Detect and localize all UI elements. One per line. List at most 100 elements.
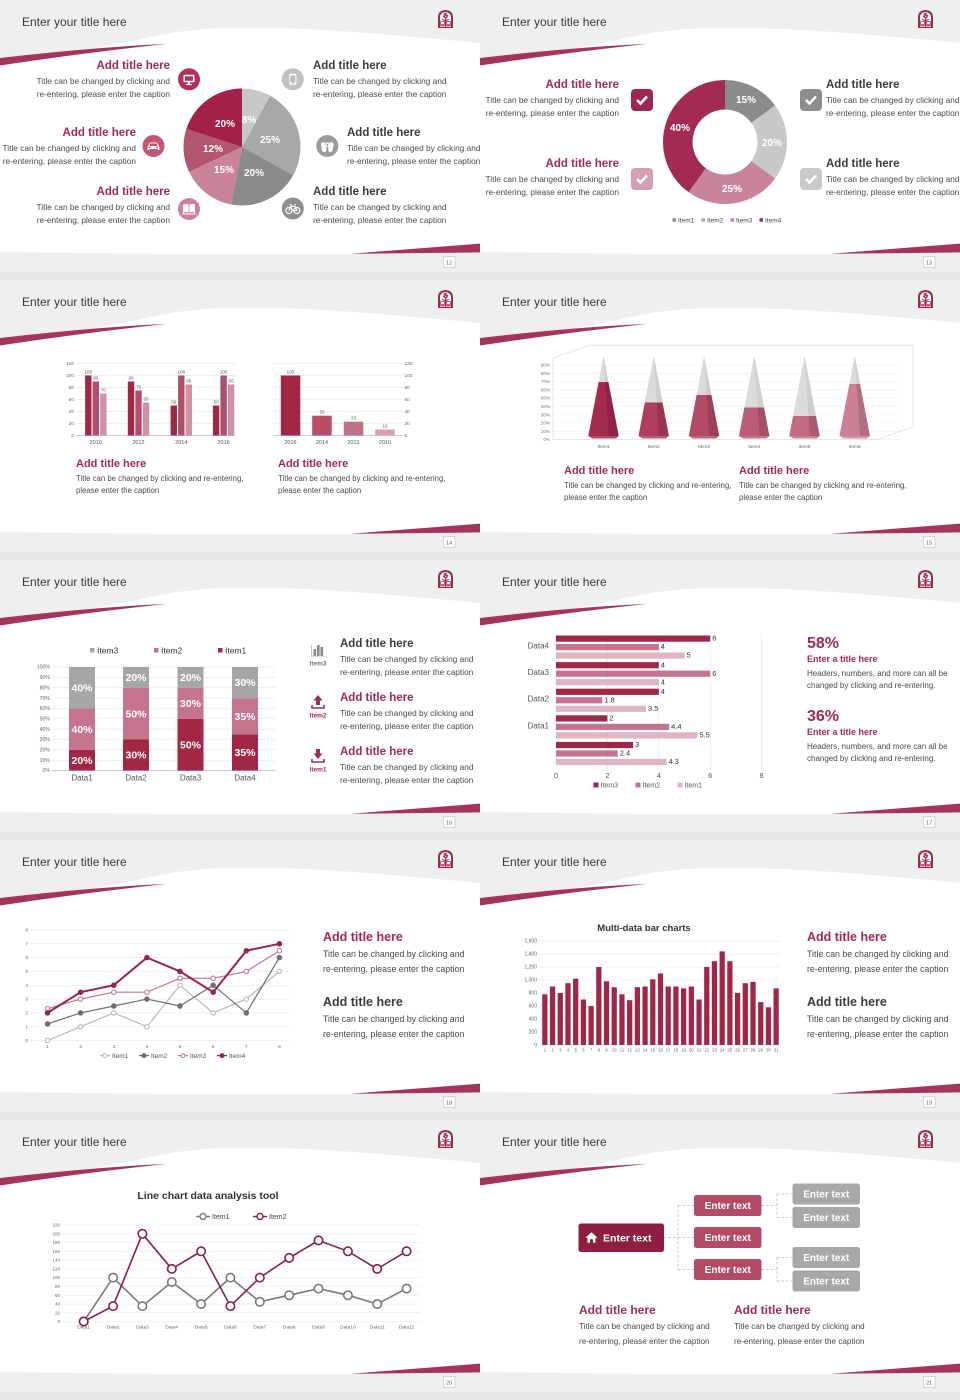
- svg-text:Data2: Data2: [125, 774, 147, 783]
- svg-text:8: 8: [278, 1044, 281, 1050]
- svg-text:2012: 2012: [347, 440, 359, 446]
- svg-text:15%: 15%: [736, 95, 756, 106]
- svg-text:80: 80: [69, 385, 75, 391]
- svg-text:15: 15: [926, 540, 932, 546]
- svg-text:80%: 80%: [40, 685, 51, 691]
- svg-text:15%: 15%: [214, 165, 234, 176]
- svg-text:19: 19: [926, 1100, 932, 1106]
- svg-text:Enter text: Enter text: [803, 1277, 850, 1288]
- svg-text:4: 4: [661, 687, 665, 696]
- svg-text:3.5: 3.5: [648, 704, 658, 713]
- svg-text:21: 21: [926, 1380, 932, 1386]
- svg-text:400: 400: [529, 1017, 538, 1023]
- svg-text:0%: 0%: [543, 437, 550, 442]
- svg-text:20%: 20%: [180, 672, 202, 684]
- svg-text:Data3: Data3: [528, 668, 550, 677]
- svg-text:25%: 25%: [260, 135, 280, 146]
- svg-text:5: 5: [179, 1044, 182, 1050]
- svg-text:6: 6: [25, 955, 28, 961]
- svg-text:100%: 100%: [37, 665, 51, 671]
- svg-text:20: 20: [689, 1048, 694, 1053]
- svg-text:17: 17: [666, 1048, 671, 1053]
- svg-text:40: 40: [55, 1302, 61, 1307]
- svg-text:800: 800: [529, 991, 538, 997]
- svg-text:20%: 20%: [125, 672, 147, 684]
- svg-text:100: 100: [84, 370, 92, 375]
- svg-text:40%: 40%: [541, 404, 550, 409]
- svg-text:4.4: 4.4: [671, 722, 681, 731]
- svg-text:20: 20: [405, 421, 411, 427]
- svg-text:Data5: Data5: [195, 1325, 208, 1331]
- svg-text:100: 100: [177, 370, 185, 375]
- svg-text:2: 2: [609, 714, 613, 723]
- svg-text:85: 85: [186, 379, 192, 384]
- svg-text:20: 20: [446, 1380, 452, 1386]
- svg-text:2014: 2014: [175, 440, 187, 446]
- svg-text:11: 11: [620, 1048, 625, 1053]
- svg-text:85: 85: [229, 379, 235, 384]
- svg-text:Data3: Data3: [180, 774, 202, 783]
- svg-text:7: 7: [590, 1048, 593, 1053]
- svg-text:10%: 10%: [541, 429, 550, 434]
- svg-text:60%: 60%: [40, 706, 51, 712]
- svg-text:7: 7: [245, 1044, 248, 1050]
- svg-text:31: 31: [774, 1048, 779, 1053]
- svg-text:Enter text: Enter text: [705, 1265, 752, 1276]
- svg-text:7: 7: [25, 941, 28, 947]
- svg-text:2: 2: [25, 1011, 28, 1017]
- svg-text:100: 100: [287, 370, 295, 375]
- svg-text:1,000: 1,000: [524, 978, 537, 984]
- svg-text:160: 160: [52, 1249, 60, 1254]
- svg-text:26: 26: [735, 1048, 740, 1053]
- svg-text:40%: 40%: [71, 682, 93, 694]
- svg-text:90%: 90%: [541, 363, 550, 368]
- svg-text:4: 4: [657, 771, 661, 780]
- svg-text:Item2: Item2: [269, 1214, 287, 1221]
- svg-text:Data4: Data4: [165, 1325, 178, 1331]
- svg-text:5: 5: [25, 969, 28, 975]
- svg-text:21: 21: [697, 1048, 702, 1053]
- svg-text:2: 2: [605, 771, 609, 780]
- svg-text:22: 22: [704, 1048, 709, 1053]
- svg-text:Item4: Item4: [748, 444, 760, 450]
- svg-text:50%: 50%: [125, 708, 147, 720]
- svg-text:90: 90: [128, 376, 134, 381]
- svg-text:10%: 10%: [40, 758, 51, 764]
- svg-text:Item1: Item1: [678, 218, 695, 225]
- svg-text:50%: 50%: [40, 716, 51, 722]
- svg-text:Item6: Item6: [849, 444, 861, 450]
- svg-text:5: 5: [687, 651, 691, 660]
- svg-text:20%: 20%: [71, 755, 93, 767]
- svg-text:2012: 2012: [132, 440, 144, 446]
- svg-text:Data4: Data4: [528, 642, 550, 651]
- svg-text:120: 120: [66, 361, 74, 367]
- svg-text:Data1: Data1: [71, 774, 93, 783]
- svg-text:9: 9: [605, 1048, 608, 1053]
- svg-text:50: 50: [171, 400, 177, 405]
- svg-text:Data11: Data11: [370, 1325, 385, 1331]
- svg-text:6: 6: [212, 1044, 215, 1050]
- svg-text:Data10: Data10: [340, 1325, 356, 1331]
- svg-text:70%: 70%: [40, 696, 51, 702]
- svg-text:23: 23: [351, 416, 357, 421]
- svg-text:25%: 25%: [722, 184, 742, 195]
- svg-text:Item3: Item3: [736, 218, 753, 225]
- svg-text:100: 100: [405, 373, 413, 379]
- svg-text:Item2: Item2: [648, 444, 660, 450]
- svg-text:200: 200: [529, 1030, 538, 1036]
- svg-text:Item1: Item1: [685, 783, 703, 790]
- svg-text:20%: 20%: [762, 138, 782, 149]
- svg-text:Data2: Data2: [528, 695, 550, 704]
- svg-text:Item1: Item1: [112, 1053, 129, 1060]
- svg-text:30%: 30%: [40, 737, 51, 743]
- svg-text:20%: 20%: [541, 421, 550, 426]
- svg-text:50%: 50%: [180, 739, 202, 751]
- svg-text:Data9: Data9: [312, 1325, 325, 1331]
- svg-text:Item3: Item3: [698, 444, 710, 450]
- svg-text:40%: 40%: [71, 724, 93, 736]
- svg-text:100: 100: [66, 373, 74, 379]
- svg-text:80%: 80%: [541, 371, 550, 376]
- svg-text:Item5: Item5: [799, 444, 811, 450]
- svg-text:16: 16: [658, 1048, 663, 1053]
- svg-text:3: 3: [25, 997, 28, 1003]
